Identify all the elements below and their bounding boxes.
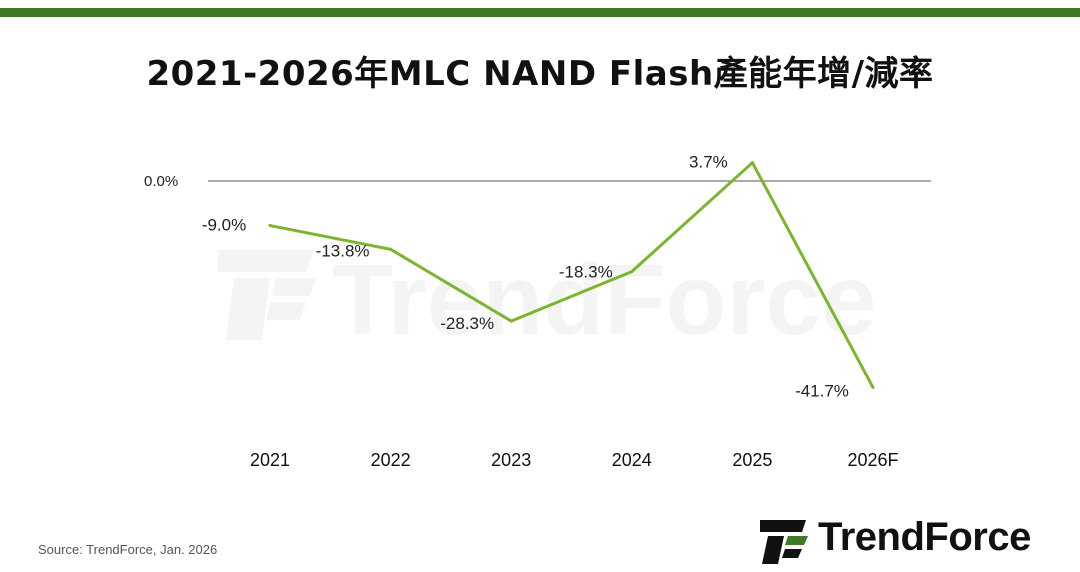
trendforce-logo-icon <box>760 520 808 564</box>
data-point-2022 <box>389 247 393 251</box>
data-point-2026f <box>871 385 875 389</box>
x-tick-label-2025: 2025 <box>732 450 772 470</box>
brand-logo: TrendForce <box>756 514 1066 566</box>
watermark: TrendForce <box>218 244 877 356</box>
data-label-2023: -28.3% <box>440 314 494 333</box>
data-point-2024 <box>630 270 634 274</box>
data-label-2022: -13.8% <box>316 241 370 260</box>
brand-name: TrendForce <box>818 515 1031 559</box>
data-point-2021 <box>268 224 272 228</box>
x-tick-label-2026f: 2026F <box>847 450 898 470</box>
data-label-2026f: -41.7% <box>795 381 849 400</box>
source-note: Source: TrendForce, Jan. 2026 <box>38 542 218 557</box>
x-tick-label-2024: 2024 <box>612 450 652 470</box>
x-tick-label-2022: 2022 <box>371 450 411 470</box>
data-point-2025 <box>750 161 754 165</box>
data-label-2024: -18.3% <box>559 263 613 282</box>
watermark-text: TrendForce <box>332 244 877 356</box>
x-tick-label-2021: 2021 <box>250 450 290 470</box>
x-tick-label-2023: 2023 <box>491 450 531 470</box>
top-accent-bar <box>0 8 1080 17</box>
data-label-2021: -9.0% <box>202 216 246 235</box>
series-line <box>269 161 875 389</box>
chart-title: 2021-2026年MLC NAND Flash產能年增/減率 <box>146 54 934 94</box>
data-label-2025: 3.7% <box>689 153 728 172</box>
data-point-2023 <box>509 319 513 323</box>
watermark-logo-icon <box>218 250 316 340</box>
zero-reference-label: 0.0% <box>144 173 178 190</box>
